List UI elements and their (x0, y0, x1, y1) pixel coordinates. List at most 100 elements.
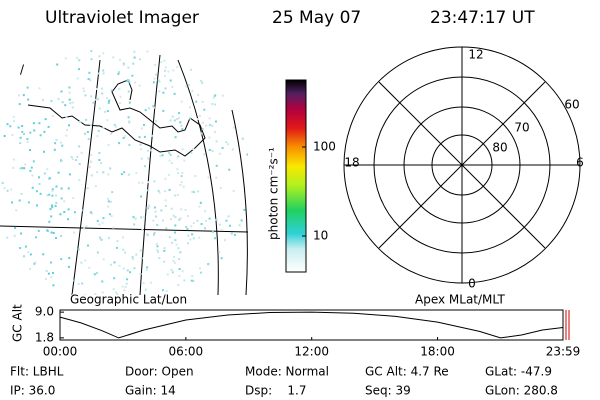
emission-pixel (84, 94, 87, 97)
emission-pixel (218, 152, 221, 155)
polar-diagonal (378, 81, 546, 249)
emission-pixel (118, 102, 121, 105)
emission-pixel (152, 81, 155, 84)
emission-pixel (181, 172, 184, 175)
emission-pixel (36, 204, 38, 207)
emission-pixel (192, 280, 195, 282)
emission-pixel (230, 232, 233, 235)
emission-pixel (34, 261, 37, 264)
status-field: GLon: 280.8 (485, 384, 558, 398)
mlt-label: 0 (468, 277, 476, 291)
emission-pixel (197, 190, 200, 193)
emission-pixel (61, 101, 64, 104)
emission-pixel (120, 173, 123, 176)
emission-pixel (84, 259, 87, 262)
emission-pixel (147, 189, 150, 192)
emission-pixel (96, 251, 99, 254)
emission-pixel (171, 241, 174, 244)
emission-pixel (107, 197, 110, 200)
emission-pixel (158, 90, 161, 93)
emission-pixel (35, 236, 37, 239)
emission-pixel (214, 237, 217, 240)
emission-pixel (225, 219, 228, 222)
emission-pixel (179, 251, 182, 254)
emission-pixel (33, 129, 36, 132)
x-tick-label: 12:00 (294, 345, 329, 359)
emission-pixel (211, 149, 214, 152)
emission-pixel (165, 227, 168, 230)
emission-pixel (131, 256, 134, 259)
emission-pixel (128, 121, 131, 124)
emission-pixel (176, 193, 179, 196)
emission-pixel (153, 180, 156, 183)
emission-pixel (100, 87, 103, 90)
emission-pixel (180, 124, 183, 127)
emission-pixel (78, 59, 81, 62)
emission-pixel (51, 115, 54, 117)
emission-pixel (229, 224, 231, 227)
emission-pixel (60, 258, 63, 261)
emission-pixel (211, 103, 214, 106)
emission-pixel (97, 129, 100, 132)
emission-pixel (139, 143, 142, 146)
emission-pixel (172, 259, 175, 262)
emission-pixel (219, 187, 222, 189)
emission-pixel (113, 261, 116, 264)
emission-pixel (68, 124, 70, 127)
emission-pixel (115, 291, 118, 294)
emission-pixel (63, 200, 66, 203)
emission-pixel (193, 191, 195, 194)
emission-pixel (181, 148, 184, 151)
emission-pixel (174, 231, 176, 234)
emission-pixel (19, 247, 22, 249)
emission-pixel (146, 266, 149, 269)
emission-pixel (138, 181, 141, 184)
emission-pixel (240, 219, 243, 222)
emission-pixel (144, 109, 147, 112)
emission-pixel (12, 115, 15, 118)
map-corner-label: / (20, 63, 25, 77)
emission-pixel (162, 91, 165, 94)
emission-pixel (205, 124, 208, 127)
emission-pixel (168, 188, 171, 191)
emission-pixel (87, 244, 89, 247)
emission-pixel (72, 197, 75, 200)
emission-pixel (180, 208, 183, 211)
emission-pixel (171, 86, 174, 89)
emission-pixel (94, 98, 97, 101)
status-field: GC Alt: 4.7 Re (365, 365, 449, 379)
mlt-label: 18 (344, 156, 359, 170)
emission-pixel (200, 271, 202, 274)
emission-pixel (74, 211, 76, 214)
emission-pixel (132, 258, 135, 261)
emission-pixel (3, 135, 6, 137)
altitude-frame (59, 309, 564, 341)
emission-pixel (128, 101, 131, 104)
emission-pixel (46, 194, 49, 197)
emission-pixel (153, 77, 156, 80)
emission-pixel (215, 218, 218, 221)
emission-pixel (163, 247, 166, 250)
emission-pixel (42, 253, 45, 256)
emission-pixel (96, 171, 98, 174)
emission-pixel (97, 98, 100, 101)
emission-pixel (123, 171, 126, 174)
emission-pixel (50, 204, 53, 207)
emission-pixel (76, 155, 79, 158)
emission-pixel (241, 137, 244, 140)
emission-pixel (147, 204, 150, 207)
emission-pixel (83, 90, 86, 93)
emission-pixel (220, 228, 223, 231)
emission-pixel (202, 121, 205, 124)
emission-pixel (208, 149, 211, 151)
emission-pixel (98, 159, 101, 161)
emission-pixel (26, 86, 29, 89)
emission-pixel (102, 217, 105, 220)
emission-pixel (13, 120, 16, 123)
emission-pixel (77, 283, 80, 285)
emission-pixel (112, 56, 115, 59)
emission-pixel (171, 115, 174, 118)
emission-pixel (135, 253, 138, 256)
emission-pixel (232, 189, 235, 192)
